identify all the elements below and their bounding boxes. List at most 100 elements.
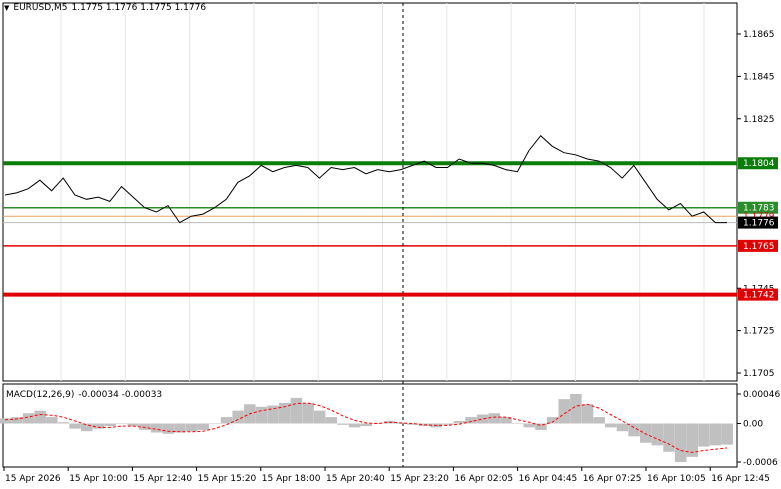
macd-bar — [139, 423, 151, 430]
macd-bar — [395, 423, 407, 425]
level-1783-label: 1.1783 — [743, 204, 775, 214]
macd-bar — [0, 418, 11, 424]
price-tick-label: 1.1845 — [743, 72, 775, 82]
macd-bar — [313, 410, 326, 424]
time-tick-label: 16 Apr 07:25 — [583, 474, 642, 484]
macd-bar — [674, 423, 687, 462]
macd-tick-label: -0.0006 — [743, 458, 778, 468]
grid — [60, 3, 705, 381]
macd-bar — [209, 423, 221, 425]
macd-bar — [476, 414, 489, 424]
current-price-label-bg — [738, 216, 778, 229]
horizontal-levels[interactable] — [3, 161, 737, 297]
macd-bar — [558, 399, 570, 424]
level-1804-label-bg — [738, 157, 778, 170]
macd-bar — [127, 423, 140, 427]
macd-bar — [442, 423, 454, 425]
time-tick-label: 15 Apr 12:40 — [133, 474, 192, 484]
level-1742-label: 1.1742 — [743, 291, 775, 301]
macd-bar — [616, 423, 629, 432]
macd-bar — [721, 423, 733, 445]
triangle-down-icon[interactable]: ▼ — [4, 4, 10, 12]
macd-bar — [570, 394, 582, 424]
time-tick-label: 16 Apr 02:05 — [454, 474, 513, 484]
macd-bar — [278, 402, 291, 424]
macd-bar — [267, 405, 279, 424]
price-tick-label: 1.1865 — [743, 30, 775, 40]
macd-bar — [535, 423, 547, 430]
macd-bar — [162, 423, 175, 434]
macd-tick-label: 0.00046 — [743, 390, 780, 400]
time-tick-label: 16 Apr 12:45 — [711, 474, 770, 484]
macd-bar — [92, 423, 105, 429]
time-tick-label: 15 Apr 10:00 — [69, 474, 128, 484]
macd-bar — [581, 404, 594, 424]
level-1765-label-bg — [738, 239, 778, 252]
macd-bar — [465, 417, 477, 424]
macd-bar — [523, 423, 536, 428]
time-axis[interactable]: 15 Apr 2026 15 Apr 10:00 15 Apr 12:40 15 Ap… — [3, 467, 770, 484]
macd-bar — [34, 410, 46, 424]
level-1783-label-bg — [738, 201, 778, 214]
main-plot-frame — [2, 2, 738, 382]
macd-signal-line — [4, 402, 728, 453]
chart-header: ▼ EURUSD,M5 1.1775 1.1776 1.1775 1.1776 — [4, 3, 206, 13]
level-1742-label-bg — [738, 288, 778, 301]
macd-header: MACD(12,26,9) -0.00034 -0.00033 — [6, 390, 162, 400]
time-tick-label: 15 Apr 18:00 — [262, 474, 321, 484]
price-axis[interactable]: 1.18651.18451.18251.17451.17251.17051.18… — [737, 30, 778, 379]
macd-bar — [663, 423, 675, 452]
macd-bar — [605, 423, 617, 428]
macd-bar — [115, 423, 128, 425]
time-tick-label: 15 Apr 15:20 — [198, 474, 257, 484]
macd-bar — [686, 423, 699, 457]
macd-bar — [593, 417, 605, 424]
macd-bar — [69, 423, 81, 429]
macd-bar — [407, 423, 419, 425]
macd-bar — [46, 417, 58, 424]
macd-axis[interactable]: 0.00046 0.00 -0.0006 — [737, 390, 780, 468]
macd-title: MACD(12,26,9) — [6, 390, 75, 400]
macd-bar — [546, 417, 559, 424]
time-tick-label: 15 Apr 2026 — [5, 474, 61, 484]
macd-bar — [220, 417, 233, 424]
macd-bar — [348, 423, 361, 428]
macd-bar — [185, 423, 198, 432]
macd-bar — [325, 417, 338, 424]
macd-bar — [57, 422, 70, 424]
macd-bar — [255, 406, 268, 424]
price-series-line — [4, 134, 727, 224]
macd-bar — [500, 417, 512, 424]
level-1804-label: 1.1804 — [743, 159, 775, 169]
macd-bar — [174, 423, 186, 433]
macd-bar — [197, 423, 209, 430]
macd-bar — [639, 423, 652, 443]
macd-bar — [511, 423, 524, 425]
macd-values: -0.00034 -0.00033 — [78, 390, 163, 400]
symbol-label: EURUSD,M5 — [13, 3, 68, 13]
time-tick-label: 15 Apr 20:40 — [326, 474, 385, 484]
macd-bar — [488, 413, 501, 424]
macd-bar — [372, 423, 384, 425]
ohlc-values: 1.1775 1.1776 1.1775 1.1776 — [71, 3, 207, 13]
macd-bar — [628, 423, 640, 437]
price-tick-label: 1.1825 — [743, 115, 775, 125]
macd-bar — [453, 420, 466, 424]
macd-bar — [302, 402, 314, 424]
macd-bar — [651, 423, 664, 446]
macd-tick-label: 0.00 — [743, 420, 763, 430]
macd-bar — [337, 423, 349, 425]
macd-bar — [104, 423, 116, 427]
macd-bar — [709, 423, 722, 446]
current-price-label: 1.1776 — [743, 219, 775, 229]
price-tick-label: 1.1725 — [743, 327, 775, 337]
macd-histogram — [0, 394, 733, 462]
macd-bar — [81, 423, 93, 432]
macd-bar — [11, 417, 23, 424]
level-1765-label: 1.1765 — [743, 242, 775, 252]
time-tick-label: 16 Apr 04:45 — [519, 474, 578, 484]
price-tick-label: 1.1705 — [743, 369, 775, 379]
macd-bar — [232, 410, 244, 424]
macd-bar — [360, 423, 372, 427]
